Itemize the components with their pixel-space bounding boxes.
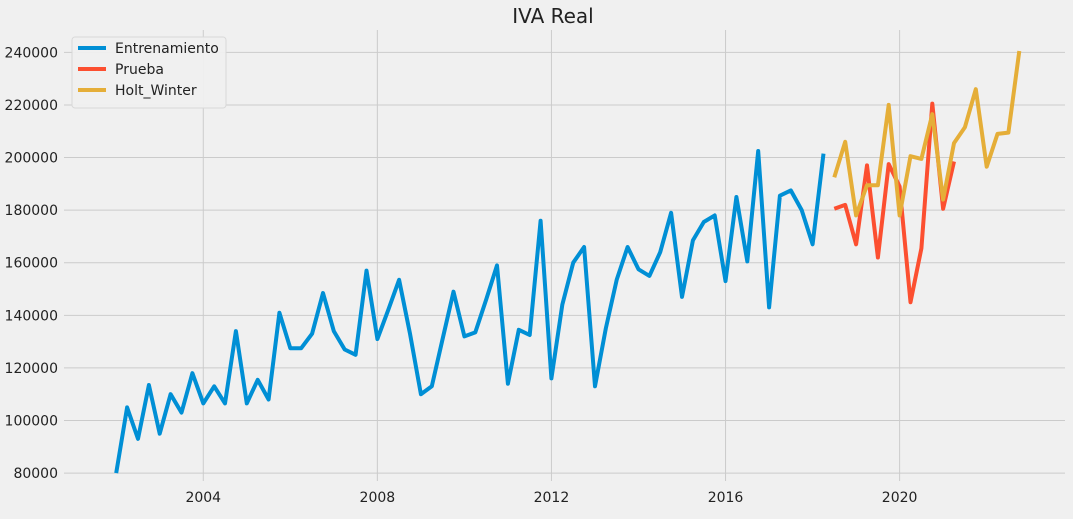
- y-axis-ticks: 80000 100000 120000 140000 160000 180000 20000…: [5, 45, 58, 482]
- series-line-entrenamiento: [114, 149, 826, 474]
- y-tick-label: 160000: [5, 256, 58, 272]
- y-tick-label: 200000: [5, 151, 58, 167]
- x-tick-label: 2004: [185, 490, 221, 506]
- chart-title: IVA Real: [512, 4, 593, 28]
- series-layer: [114, 50, 1022, 474]
- x-axis-ticks: 2004 2008 2012 2016 2020: [185, 490, 917, 506]
- x-tick-label: 2008: [360, 490, 396, 506]
- y-tick-label: 80000: [13, 466, 58, 482]
- legend-box: [71, 36, 227, 109]
- series-line-holt-winter: [832, 50, 1022, 218]
- y-tick-label: 100000: [5, 414, 58, 430]
- x-tick-label: 2016: [708, 490, 744, 506]
- legend-label: Entrenamiento: [115, 41, 219, 57]
- y-tick-label: 220000: [5, 98, 58, 114]
- x-tick-label: 2012: [534, 490, 570, 506]
- legend: Entrenamiento Prueba Holt_Winter: [71, 36, 227, 109]
- y-tick-label: 140000: [5, 308, 58, 324]
- legend-label: Prueba: [115, 62, 164, 78]
- x-tick-label: 2020: [882, 490, 918, 506]
- y-tick-label: 240000: [5, 45, 58, 61]
- legend-label: Holt_Winter: [115, 83, 197, 99]
- y-tick-label: 120000: [5, 361, 58, 377]
- y-tick-label: 180000: [5, 203, 58, 219]
